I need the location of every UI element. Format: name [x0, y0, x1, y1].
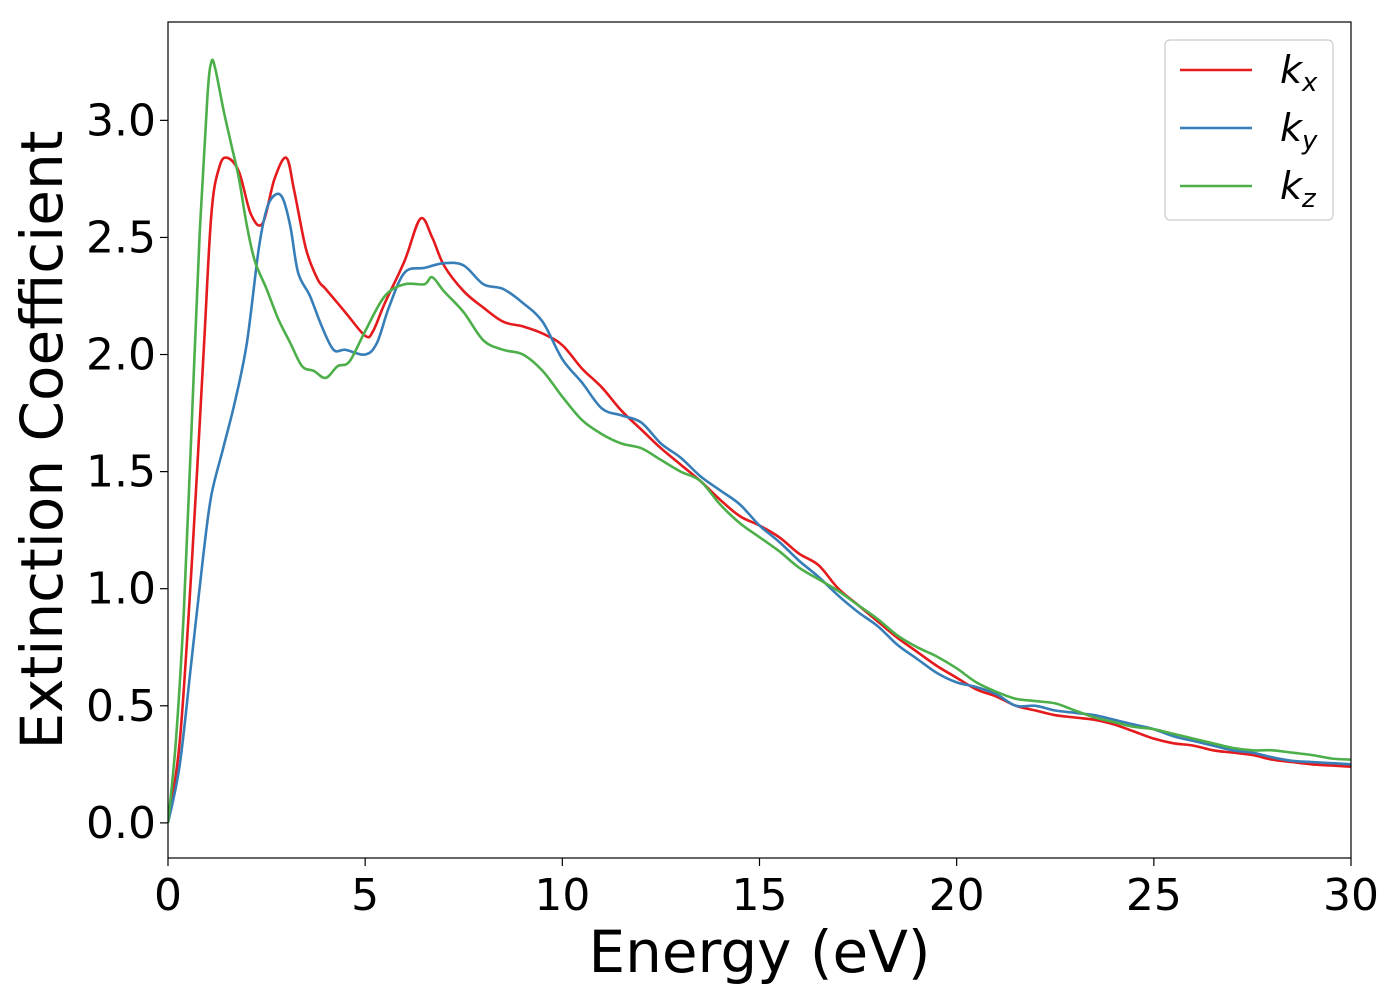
- series-layer: [168, 58, 1351, 824]
- legend-label-ky: ky: [1280, 106, 1318, 156]
- legend-box: [1164, 39, 1334, 221]
- x-tick-label: 20: [929, 870, 985, 921]
- y-tick-label: 2.5: [86, 212, 156, 263]
- series-line-kz: [168, 58, 1351, 824]
- y-tick-label: 2.0: [86, 330, 156, 381]
- series-line-ky: [168, 192, 1351, 824]
- x-tick-label: 0: [154, 870, 182, 921]
- y-tick-label: 1.5: [86, 447, 156, 498]
- y-axis-title: Extinction Coefficient: [8, 131, 76, 750]
- y-tick-label: 3.0: [86, 95, 156, 146]
- y-tick-label: 1.0: [86, 564, 156, 615]
- y-tick-label: 0.5: [86, 681, 156, 732]
- legend-entries: kx ky kz: [1180, 48, 1318, 214]
- y-axis-ticks: 0.0 0.5 1.0 1.5 2.0 2.5 3.0: [86, 95, 168, 849]
- legend: kx ky kz: [1164, 39, 1334, 221]
- series-line-kx: [168, 156, 1351, 824]
- x-axis-ticks: 0 5 10 15 20 25 30: [154, 858, 1379, 921]
- legend-label-kx: kx: [1280, 48, 1318, 98]
- x-tick-label: 10: [534, 870, 590, 921]
- x-tick-label: 15: [732, 870, 788, 921]
- x-tick-label: 30: [1323, 870, 1379, 921]
- y-tick-label: 0.0: [86, 798, 156, 849]
- x-tick-label: 25: [1126, 870, 1182, 921]
- x-tick-label: 5: [351, 870, 379, 921]
- legend-label-kz: kz: [1280, 164, 1317, 214]
- x-axis-title: Energy (eV): [588, 918, 930, 986]
